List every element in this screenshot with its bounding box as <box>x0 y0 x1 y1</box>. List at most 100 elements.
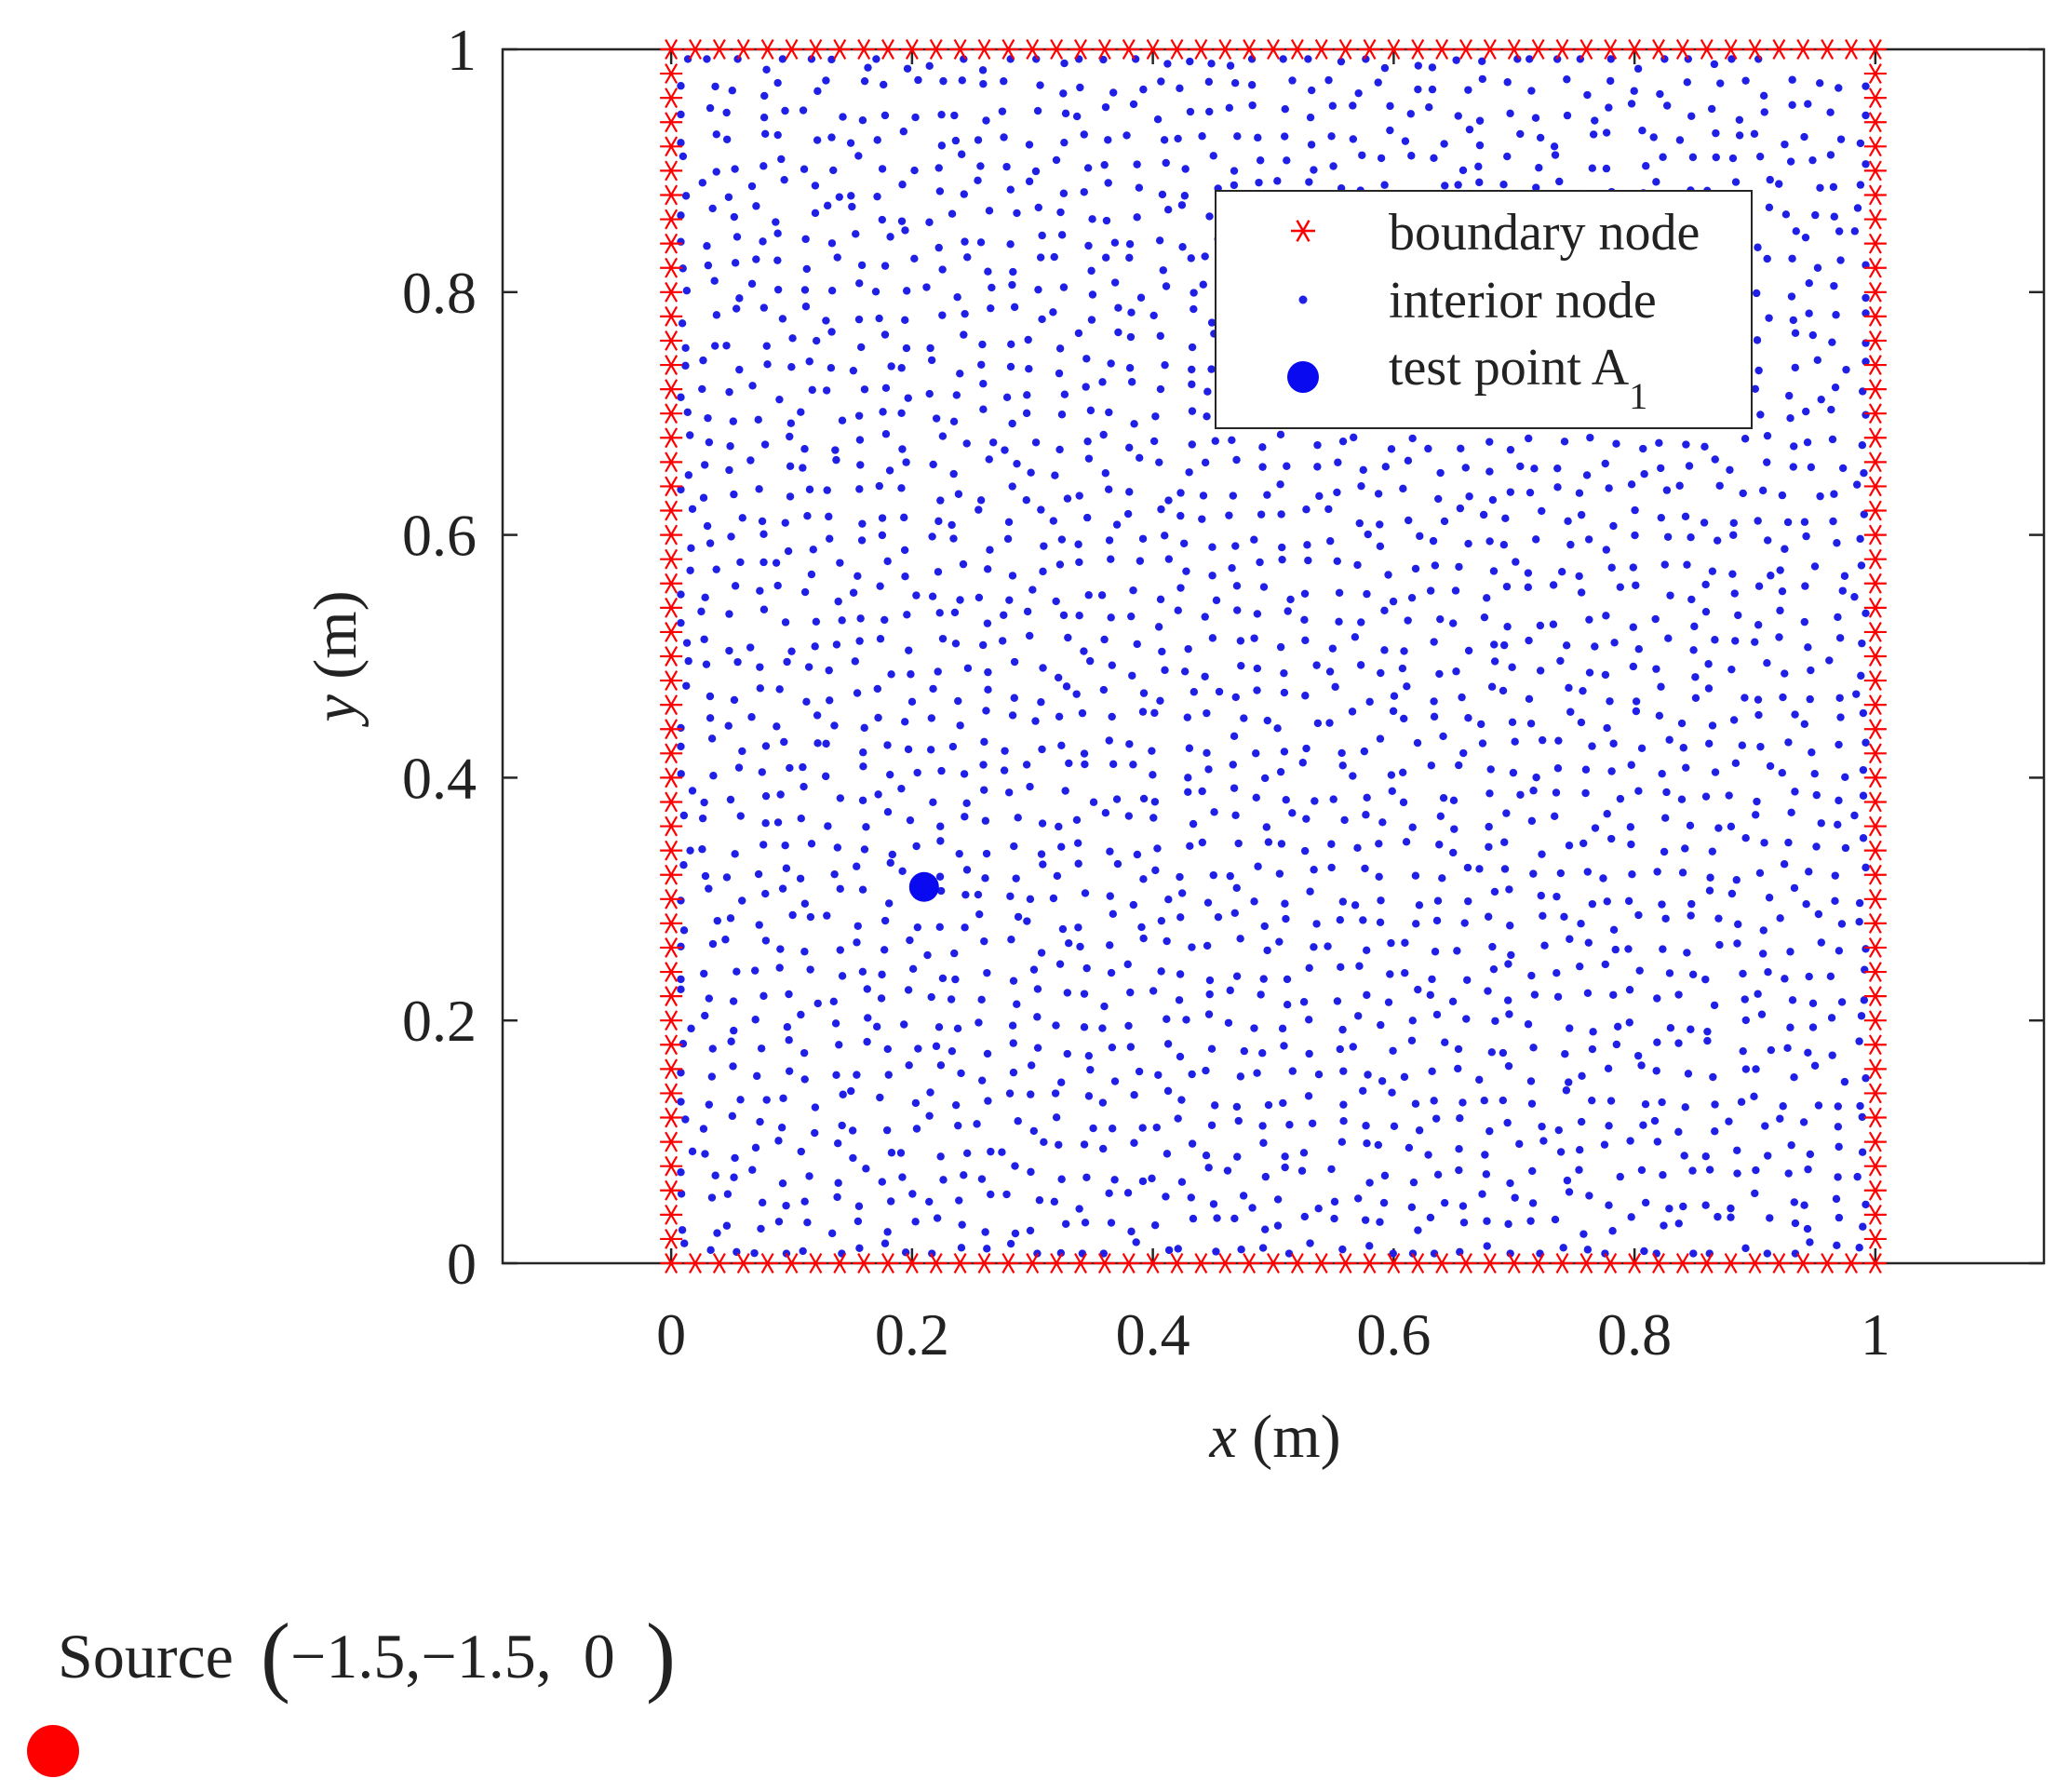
interior-node <box>1808 330 1817 340</box>
interior-node <box>1452 56 1460 64</box>
boundary-node <box>756 1253 779 1273</box>
boundary-node <box>1863 719 1887 740</box>
interior-node <box>901 718 909 726</box>
interior-node <box>1086 1065 1095 1074</box>
boundary-node <box>1238 39 1261 60</box>
interior-node <box>1253 1069 1261 1077</box>
interior-node <box>1835 694 1844 702</box>
interior-node <box>956 721 964 730</box>
interior-node <box>1302 815 1311 823</box>
interior-node <box>799 464 807 472</box>
interior-node <box>830 869 839 879</box>
interior-node <box>1207 1121 1216 1129</box>
interior-node <box>1500 838 1509 846</box>
interior-node <box>1014 1117 1022 1125</box>
interior-node <box>1787 808 1795 817</box>
boundary-node <box>660 136 683 157</box>
interior-node <box>1098 1024 1107 1032</box>
interior-node <box>827 239 837 248</box>
interior-node <box>1414 1226 1422 1234</box>
interior-node <box>1628 870 1636 879</box>
interior-node <box>1387 445 1396 453</box>
interior-node <box>787 363 796 371</box>
interior-node <box>822 76 830 85</box>
interior-node <box>1157 916 1166 925</box>
interior-node <box>988 438 998 447</box>
interior-node <box>1163 936 1171 946</box>
interior-node <box>1324 505 1333 514</box>
interior-node <box>776 790 785 799</box>
interior-node <box>878 215 887 224</box>
interior-node <box>1591 116 1599 125</box>
interior-node <box>1655 438 1663 448</box>
interior-node <box>1401 969 1409 977</box>
interior-node <box>1155 236 1164 245</box>
interior-node <box>998 1148 1006 1156</box>
interior-node <box>1775 180 1783 188</box>
interior-node <box>1099 685 1109 694</box>
interior-node <box>849 588 858 597</box>
interior-node <box>1784 738 1793 747</box>
interior-node <box>1564 517 1572 526</box>
source-coords: −1.5,−1.5, 0 <box>290 1621 615 1691</box>
interior-node <box>1528 1199 1538 1207</box>
interior-node <box>1040 1138 1048 1147</box>
interior-node <box>1763 1249 1772 1258</box>
interior-node <box>1640 1246 1648 1256</box>
interior-node <box>1858 639 1866 648</box>
interior-node <box>1130 420 1138 428</box>
interior-node <box>1506 1249 1514 1258</box>
boundary-node <box>1840 1253 1862 1273</box>
interior-node <box>788 334 797 343</box>
interior-node <box>1408 434 1417 443</box>
interior-node <box>1657 513 1665 522</box>
interior-node <box>1082 1173 1091 1181</box>
interior-node <box>1407 1203 1417 1212</box>
interior-node <box>1122 131 1131 140</box>
interior-node <box>887 670 895 679</box>
interior-node <box>723 1190 733 1198</box>
boundary-node <box>660 646 683 667</box>
interior-node <box>1789 316 1797 325</box>
interior-node <box>1456 1114 1464 1123</box>
interior-node <box>1008 482 1016 491</box>
interior-node <box>1011 1162 1019 1170</box>
interior-node <box>1034 203 1042 212</box>
interior-node <box>1511 1193 1519 1202</box>
interior-node <box>1605 1201 1613 1209</box>
interior-node <box>1585 1192 1593 1200</box>
interior-node <box>1286 595 1295 604</box>
y-tick-labels: 0 0.2 0.4 0.6 0.8 1 <box>402 17 477 1297</box>
interior-node <box>1380 646 1389 654</box>
legend-test-point-label: test point A1 <box>1389 339 1647 417</box>
interior-node <box>1427 761 1436 770</box>
interior-node <box>1808 155 1817 165</box>
interior-node <box>1479 510 1488 519</box>
interior-node <box>1767 1045 1776 1055</box>
interior-node <box>1361 1216 1370 1224</box>
interior-node <box>1100 635 1109 644</box>
boundary-node <box>1863 257 1887 278</box>
boundary-node <box>1863 1204 1887 1225</box>
interior-node <box>781 618 790 627</box>
interior-node <box>1188 407 1197 415</box>
interior-node <box>948 1046 957 1056</box>
interior-node <box>1398 768 1407 777</box>
interior-node <box>1754 621 1763 629</box>
interior-node <box>1084 591 1093 600</box>
interior-node <box>1715 481 1724 490</box>
interior-node <box>1203 708 1211 718</box>
interior-node <box>1151 412 1160 421</box>
interior-node <box>1556 869 1566 878</box>
boundary-node <box>877 1253 899 1273</box>
interior-node <box>1157 967 1165 976</box>
interior-node <box>677 742 685 751</box>
interior-node <box>1279 55 1287 63</box>
interior-node <box>1212 1247 1220 1256</box>
interior-node <box>1010 694 1018 702</box>
interior-node <box>1156 384 1165 394</box>
interior-node <box>1582 471 1592 479</box>
interior-node <box>929 684 937 694</box>
interior-node <box>1553 992 1563 1001</box>
